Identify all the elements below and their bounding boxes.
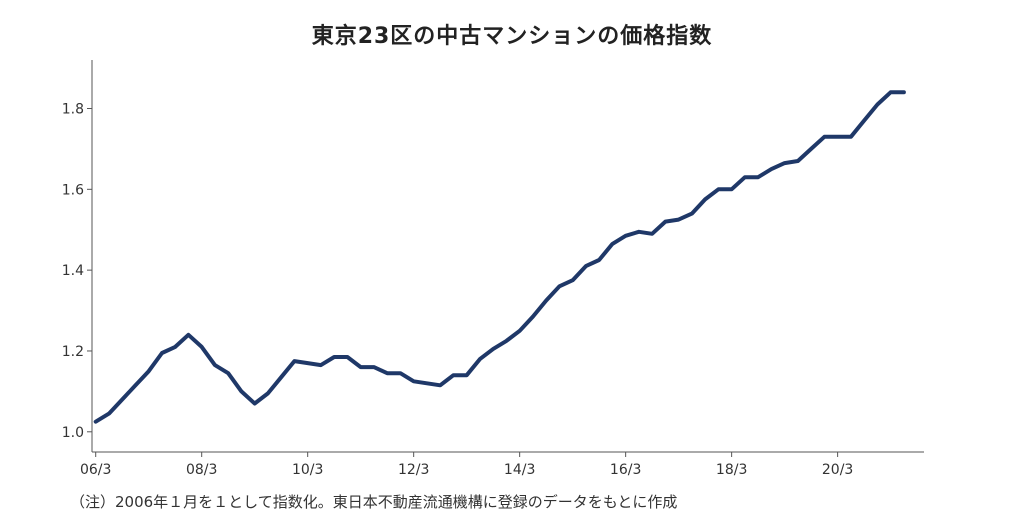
x-tick-label: 18/3 [716,462,747,478]
y-tick-label: 1.2 [62,344,84,360]
x-tick-label: 14/3 [504,462,535,478]
x-tick-label: 06/3 [80,462,111,478]
x-tick-label: 08/3 [186,462,217,478]
chart-note: （注）2006年１月を１として指数化。東日本不動産流通機構に登録のデータをもとに… [70,493,678,511]
series-line [93,90,906,424]
y-tick-label: 1.4 [62,263,84,279]
y-tick-label: 1.8 [62,101,84,117]
x-tick-label: 12/3 [398,462,429,478]
y-tick-label: 1.0 [62,425,84,441]
chart-title: 東京23区の中古マンションの価格指数 [311,24,713,49]
x-tick-label: 16/3 [610,462,641,478]
x-tick-label: 10/3 [292,462,323,478]
x-tick-label: 20/3 [822,462,853,478]
y-tick-label: 1.6 [62,182,84,198]
